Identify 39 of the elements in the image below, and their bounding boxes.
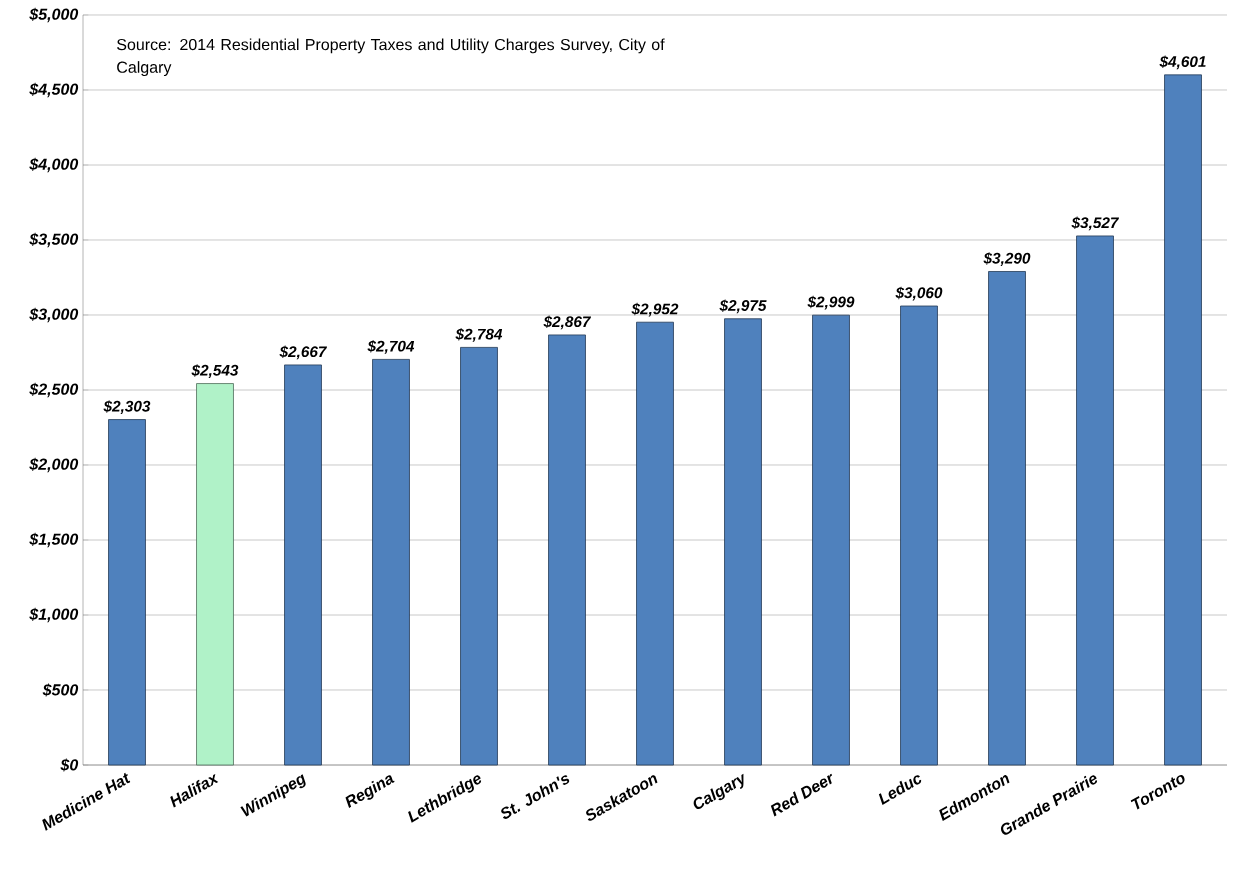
- data-label: $3,527: [1071, 216, 1120, 231]
- y-tick-label: $4,500: [29, 82, 79, 98]
- data-label: $2,999: [807, 295, 855, 310]
- bar: [988, 271, 1026, 766]
- bar: [1076, 235, 1114, 766]
- bar: [812, 314, 850, 766]
- y-tick-label: $2,000: [29, 457, 79, 473]
- bar: [196, 383, 234, 766]
- y-tick-label: $0: [60, 758, 79, 772]
- y-tick-label: $500: [42, 683, 79, 697]
- y-tick-label: $3,500: [29, 232, 79, 248]
- data-label: $2,952: [631, 302, 679, 317]
- bar: [636, 321, 674, 766]
- data-label: $2,543: [191, 364, 239, 378]
- y-tick-label: $1,000: [29, 607, 79, 623]
- data-label: $2,303: [103, 400, 151, 414]
- data-label: $3,060: [895, 286, 943, 301]
- y-tick-label: $5,000: [29, 7, 79, 23]
- bar: [1164, 74, 1202, 766]
- data-label: $2,667: [279, 345, 328, 360]
- y-tick-label: $1,500: [29, 532, 79, 548]
- x-tick-label: Red Deer: [770, 773, 833, 817]
- data-label: $2,975: [719, 299, 767, 314]
- annotation: Source: 2014 Residential Property Taxes and Utility Charges Survey, City of Calgary: [117, 38, 665, 77]
- data-label: $3,290: [983, 252, 1031, 266]
- data-label: $2,784: [455, 328, 503, 342]
- data-label: $2,704: [367, 340, 415, 354]
- y-tick-label: $3,000: [29, 307, 79, 323]
- bar: [460, 347, 498, 766]
- y-tick-label: $4,000: [29, 157, 79, 173]
- bar: [900, 305, 938, 766]
- data-label: $4,601: [1159, 55, 1206, 70]
- bar: [372, 359, 410, 766]
- bar: [548, 334, 586, 766]
- y-tick-label: $2,500: [29, 382, 79, 398]
- bar: [724, 318, 762, 766]
- data-label: $2,867: [543, 315, 592, 330]
- bar: [108, 419, 146, 766]
- bar: [284, 364, 322, 766]
